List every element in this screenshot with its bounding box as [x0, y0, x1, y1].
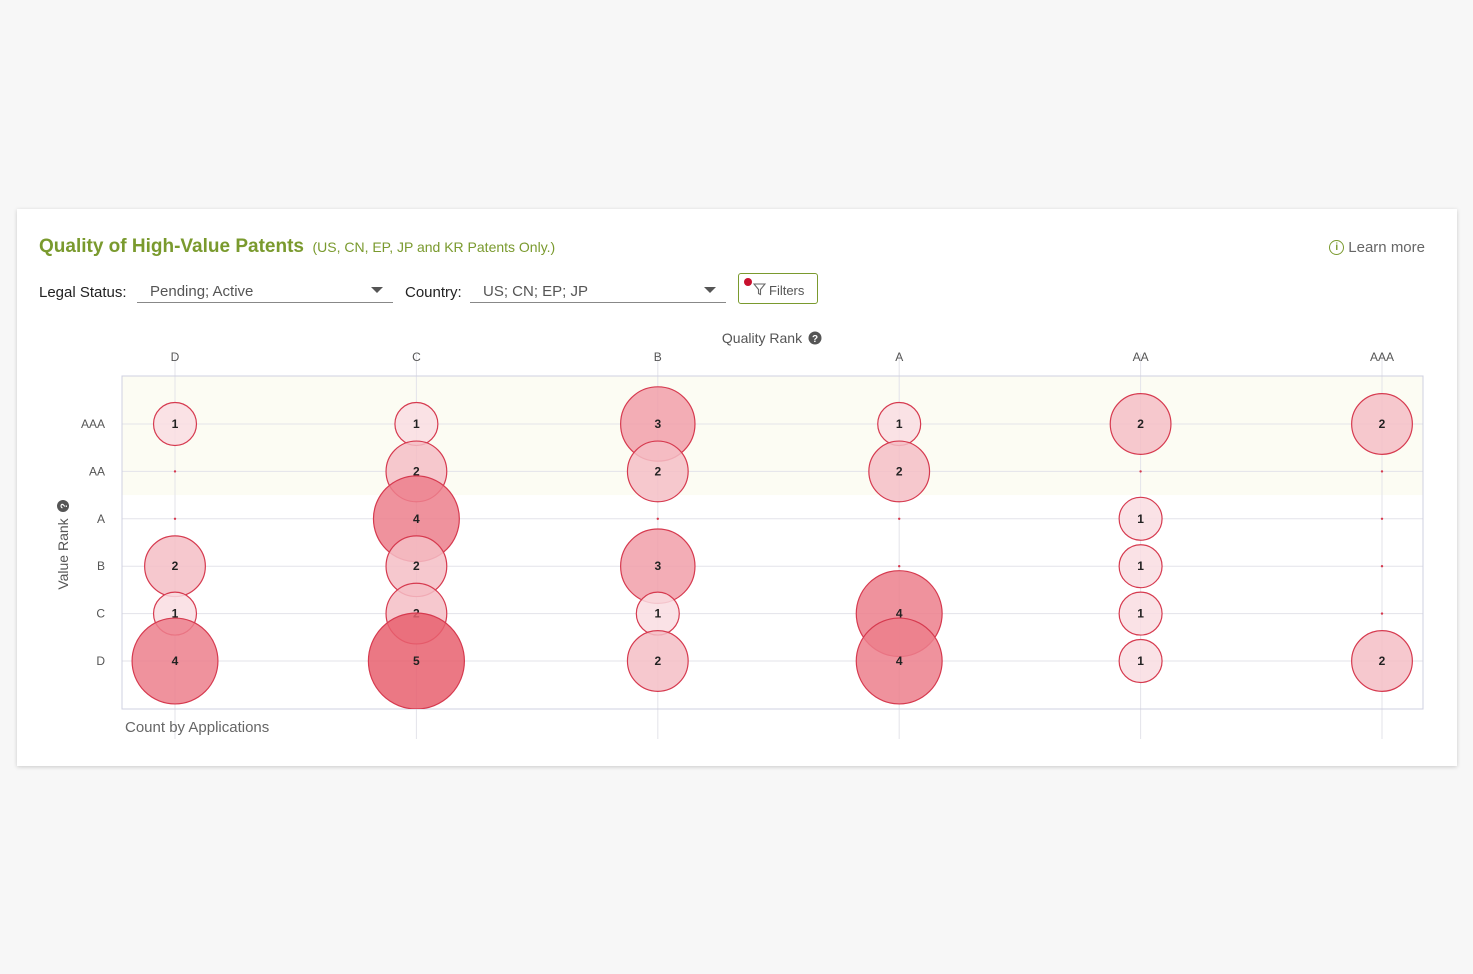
bubble-count-label: 1	[413, 417, 420, 431]
title-row: Quality of High-Value Patents (US, CN, E…	[39, 236, 555, 258]
empty-point	[898, 517, 901, 520]
empty-point	[1380, 612, 1384, 615]
bubble-count-label: 2	[654, 464, 661, 478]
bubble	[131, 617, 219, 705]
bubble-count-label: 4	[413, 512, 420, 526]
y-axis-label: Value Rank	[55, 517, 71, 589]
bubble	[1118, 544, 1163, 589]
bubble-count-label: 1	[1137, 512, 1144, 526]
help-icon-glyph: ?	[812, 334, 818, 345]
y-tick-label: AAA	[81, 417, 105, 431]
x-tick-label: AAA	[1370, 350, 1394, 364]
page-subtitle: (US, CN, EP, JP and KR Patents Only.)	[312, 239, 556, 255]
info-icon: i	[1329, 240, 1345, 255]
empty-point	[1380, 470, 1384, 473]
bubble-count-label: 4	[172, 654, 179, 668]
bubble-count-label: 2	[413, 559, 420, 573]
y-tick-label: AA	[89, 464, 105, 478]
bubble-count-label: 2	[1379, 654, 1386, 668]
bubble-count-label: 1	[172, 417, 179, 431]
filters-button-label: Filters	[769, 283, 805, 298]
bubbles-layer: 12141242253231212442111122	[131, 386, 1413, 709]
empty-point	[173, 470, 177, 473]
bubble-count-label: 3	[654, 559, 661, 573]
help-icon-circle	[57, 500, 69, 512]
filter-icon	[753, 283, 766, 296]
patent-quality-card: Quality of High-Value Patents (US, CN, E…	[17, 209, 1457, 766]
bubble-count-label: 3	[654, 417, 661, 431]
bubble-count-label: 1	[1137, 654, 1144, 668]
bubble	[1109, 393, 1172, 455]
help-icon: ?	[57, 500, 69, 512]
legal-status-select[interactable]: Pending; Active	[137, 271, 393, 303]
bubble	[1351, 393, 1413, 455]
x-tick-label: B	[654, 350, 662, 364]
bubble	[367, 612, 465, 709]
bubble-count-label: 4	[896, 607, 903, 621]
empty-point	[656, 517, 659, 520]
bubble	[152, 401, 198, 447]
bubble-count-label: 1	[1137, 559, 1144, 573]
bubble-count-label: 2	[1379, 417, 1386, 431]
highlight-band	[122, 376, 1423, 496]
bubble-count-label: 5	[413, 654, 420, 668]
page-title: Quality of High-Value Patents	[39, 236, 304, 257]
y-tick-label: D	[96, 654, 105, 668]
help-icon: ?	[808, 331, 822, 345]
chevron-down-icon	[704, 287, 716, 293]
learn-more-link[interactable]: i Learn more	[1329, 239, 1425, 256]
y-tick-label: A	[97, 512, 105, 526]
bubble	[868, 440, 931, 503]
bubble-count-label: 1	[1137, 607, 1144, 621]
bubble-count-label: 1	[172, 607, 179, 621]
x-tick-label: AA	[1133, 350, 1149, 364]
bubble	[1351, 630, 1413, 692]
bubble-count-label: 2	[896, 464, 903, 478]
legal-status-value: Pending; Active	[150, 283, 254, 300]
country-select[interactable]: US; CN; EP; JP	[470, 271, 726, 303]
country-label: Country:	[405, 284, 462, 301]
bubble-count-label: 2	[172, 559, 179, 573]
y-tick-label: B	[97, 559, 105, 573]
footer-label: Count by Applications	[125, 719, 269, 736]
empty-point	[898, 565, 901, 568]
bubble	[1118, 496, 1163, 541]
empty-point	[1380, 565, 1384, 568]
chevron-down-icon	[371, 287, 383, 293]
plot-border	[121, 375, 1424, 710]
bubble-count-label: 1	[896, 417, 903, 431]
bubble	[1118, 638, 1163, 684]
bubble	[626, 440, 689, 503]
legal-status-label: Legal Status:	[39, 284, 127, 301]
x-axis-label: Quality Rank	[722, 330, 803, 346]
help-icon-circle	[808, 331, 822, 345]
empty-point	[1380, 517, 1384, 520]
x-tick-label: C	[412, 350, 421, 364]
filters-button[interactable]: Filters	[738, 273, 818, 304]
help-icon-glyph: ?	[59, 503, 69, 509]
x-tick-label: A	[895, 350, 903, 364]
bubble-count-label: 2	[654, 654, 661, 668]
bubble-count-label: 2	[1137, 417, 1144, 431]
empty-point	[1139, 470, 1142, 473]
bubble	[626, 630, 689, 692]
bubble-count-label: 1	[654, 607, 661, 621]
bubble-count-label: 2	[413, 464, 420, 478]
country-value: US; CN; EP; JP	[483, 283, 589, 300]
x-tick-label: D	[171, 350, 180, 364]
y-tick-label: C	[96, 607, 105, 621]
learn-more-label: Learn more	[1348, 239, 1425, 256]
bubble	[855, 617, 943, 705]
empty-point	[173, 517, 177, 520]
bubble-count-label: 4	[896, 654, 903, 668]
active-filter-dot	[744, 278, 752, 286]
bubble	[1118, 591, 1163, 636]
